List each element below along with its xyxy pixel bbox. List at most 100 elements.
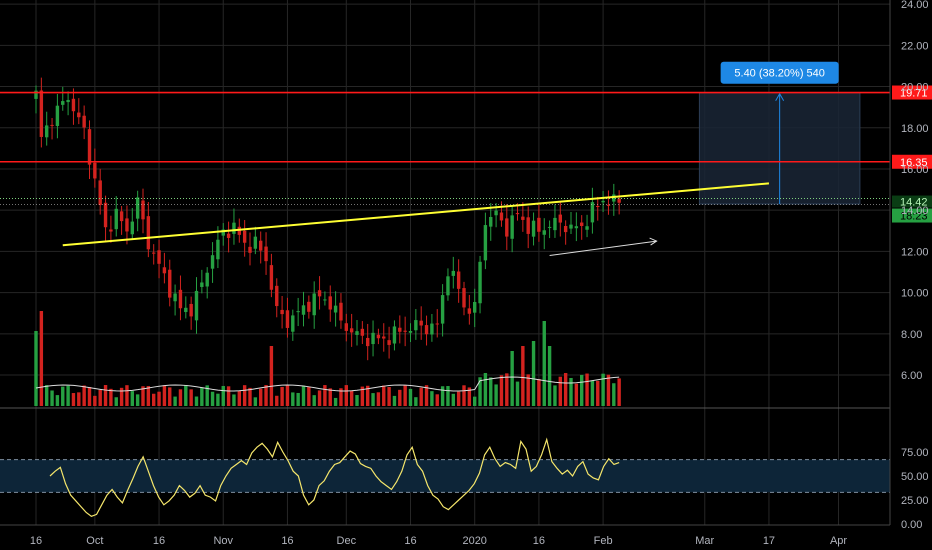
candle-body <box>55 105 60 126</box>
candle-body <box>135 197 140 219</box>
time-axis-tick: Dec <box>337 535 357 547</box>
volume-bar <box>510 351 514 406</box>
time-axis-tick: 16 <box>30 535 42 547</box>
volume-bar <box>323 385 327 406</box>
volume-bar <box>360 386 365 406</box>
candle-body <box>152 252 156 254</box>
measure-label-box <box>720 61 839 84</box>
candle-body <box>467 308 472 314</box>
candle-body <box>71 98 76 112</box>
candle-body <box>221 229 225 236</box>
candle-body <box>531 220 536 237</box>
countdown-label: 18:23 <box>900 211 928 223</box>
volume-bar <box>184 385 188 406</box>
volume-bar <box>446 386 450 406</box>
candle-body <box>216 239 220 260</box>
candle-body <box>323 299 327 301</box>
candle-body <box>526 217 530 234</box>
candle-body <box>264 246 268 262</box>
candle-body <box>446 276 450 296</box>
candle-body <box>146 216 151 250</box>
candle-body <box>355 331 359 335</box>
candle-body <box>301 305 306 315</box>
volume-bar <box>77 392 81 406</box>
candle-body <box>275 285 279 307</box>
candle-body <box>296 311 300 313</box>
rsi-axis-tick: 50.00 <box>901 471 929 483</box>
volume-histogram <box>34 311 621 406</box>
volume-bar <box>119 387 124 406</box>
candle-body <box>419 320 423 326</box>
volume-bar <box>125 385 129 406</box>
volume-bar <box>328 388 332 406</box>
volume-bar <box>505 373 509 406</box>
candle-body <box>82 115 86 128</box>
candle-body <box>580 222 584 226</box>
current-price-tag <box>892 195 932 208</box>
candle-body <box>349 328 354 333</box>
volume-bar <box>408 388 413 406</box>
volume-bar <box>210 391 215 406</box>
volume-bar <box>435 394 439 406</box>
candle-body <box>606 204 611 206</box>
volume-bar <box>333 397 338 406</box>
volume-bar <box>371 393 375 406</box>
current-price-label: 14.42 <box>900 197 928 209</box>
candle-body <box>173 293 177 302</box>
candle-body <box>77 112 81 118</box>
volume-bar <box>366 385 370 406</box>
volume-bar <box>285 385 290 406</box>
volume-bar <box>232 394 236 406</box>
candle-body <box>237 226 241 235</box>
candle-body <box>226 233 231 238</box>
volume-bar <box>61 386 65 406</box>
price-level-tag <box>892 85 932 100</box>
candle-body <box>66 99 70 103</box>
candle-body <box>505 218 509 237</box>
volume-bar <box>339 388 343 406</box>
volume-bar <box>456 391 461 406</box>
candle-body <box>478 261 482 304</box>
volume-bar <box>248 387 252 406</box>
candle-body <box>430 323 434 335</box>
volume-bar <box>66 385 70 406</box>
trendline <box>62 182 770 247</box>
volume-bar <box>157 391 161 406</box>
rsi-axis-tick: 0.00 <box>901 519 922 531</box>
volume-bar <box>45 385 49 406</box>
candle-body <box>612 194 616 202</box>
volume-bar <box>109 388 113 406</box>
candle-body <box>178 289 183 309</box>
candle-body <box>93 162 97 179</box>
candle-body <box>574 226 579 229</box>
price-axis-tick: 20.00 <box>901 82 929 94</box>
volume-bar <box>226 386 231 406</box>
volume-bar <box>344 385 348 406</box>
volume-bar <box>478 377 482 406</box>
candle-body <box>253 236 258 249</box>
price-axis-tick: 16.00 <box>901 164 929 176</box>
candle-body <box>360 328 365 336</box>
candle-body <box>259 240 263 251</box>
price-axis-tick: 8.00 <box>901 329 922 341</box>
candle-body <box>312 293 316 316</box>
candle-body <box>285 310 290 328</box>
volume-bar <box>216 393 220 406</box>
volume-bar <box>34 331 38 406</box>
candle-body <box>414 320 418 331</box>
rsi-axis-tick: 25.00 <box>901 495 929 507</box>
candle-body <box>494 210 498 216</box>
volume-bar <box>312 395 316 406</box>
volume-bar <box>473 396 477 406</box>
volume-bar <box>221 385 225 406</box>
volume-bar <box>451 393 455 406</box>
candle-body <box>242 230 247 243</box>
candle-body <box>130 221 134 235</box>
candle-body <box>462 288 466 308</box>
volume-bar <box>617 378 621 406</box>
volume-bar <box>601 373 605 406</box>
volume-bar <box>71 393 76 406</box>
volume-bar <box>87 386 92 406</box>
volume-bar <box>542 321 546 406</box>
